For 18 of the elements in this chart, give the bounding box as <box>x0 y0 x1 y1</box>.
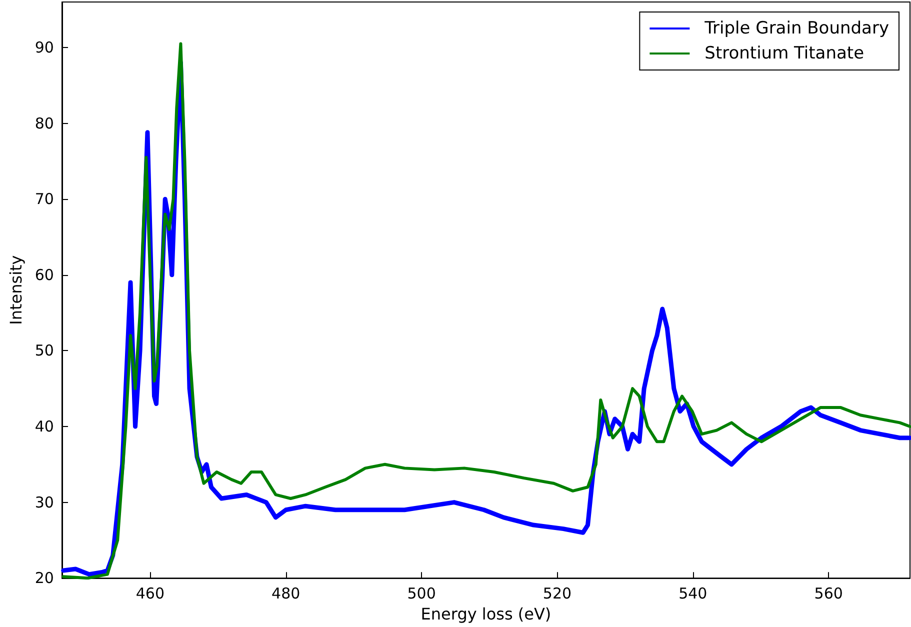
y-tick-label: 50 <box>34 342 54 360</box>
y-tick-label: 20 <box>34 569 54 588</box>
y-tick-label: 30 <box>34 493 54 512</box>
x-tick-label: 460 <box>136 584 164 603</box>
x-axis-title: Energy loss (eV) <box>420 604 552 624</box>
y-tick-label: 90 <box>34 38 54 56</box>
x-tick-label: 520 <box>542 584 572 603</box>
x-tick-label: 500 <box>407 584 436 603</box>
y-tick-label: 60 <box>34 266 54 284</box>
x-tick-label: 480 <box>272 584 300 603</box>
y-tick-label: 80 <box>34 114 54 132</box>
x-tick-label: 540 <box>678 584 708 603</box>
legend-label: Strontium Titanate <box>704 44 864 64</box>
y-axis-title: Intensity <box>6 255 26 325</box>
legend-label: Triple Grain Boundary <box>704 18 889 38</box>
y-tick-label: 40 <box>34 417 54 436</box>
x-tick-label: 560 <box>814 584 843 603</box>
y-tick-label: 70 <box>34 190 54 208</box>
